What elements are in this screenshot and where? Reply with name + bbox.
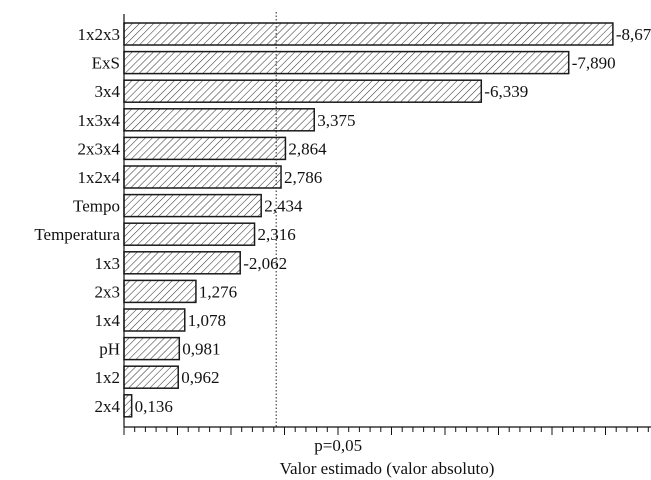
category-label: 1x2 xyxy=(95,368,121,387)
category-label: pH xyxy=(99,340,120,359)
category-label: Temperatura xyxy=(34,225,120,244)
bar xyxy=(123,251,241,275)
bar xyxy=(123,22,614,46)
data-label: -6,339 xyxy=(484,82,528,101)
bar xyxy=(123,165,282,189)
data-label: -8,674 xyxy=(616,25,651,44)
data-label: 2,316 xyxy=(258,225,296,244)
data-label: 0,981 xyxy=(182,340,220,359)
bar xyxy=(123,222,256,246)
category-label: 1x4 xyxy=(95,311,121,330)
data-label: 1,276 xyxy=(199,282,237,301)
category-label: 1x2x4 xyxy=(78,168,121,187)
data-label: -2,062 xyxy=(243,254,287,273)
bar xyxy=(123,279,197,304)
data-label: 0,962 xyxy=(181,368,219,387)
bar xyxy=(123,308,186,332)
category-label: 3x4 xyxy=(95,82,121,101)
bar xyxy=(123,193,262,218)
x-axis-title: Valor estimado (valor absoluto) xyxy=(280,459,495,478)
data-label: -7,890 xyxy=(572,54,616,73)
bar xyxy=(123,394,133,418)
bar xyxy=(123,365,179,389)
category-label: 1x2x3 xyxy=(78,25,121,44)
x-axis-ticks xyxy=(123,427,649,435)
data-label: 1,078 xyxy=(188,311,226,330)
data-label: 3,375 xyxy=(317,111,355,130)
labels-layer: 1x2x3 -8,674 ExS -7,890 3x4 -6,339 1x3x4 3,375 2… xyxy=(34,25,651,416)
category-label: Tempo xyxy=(73,197,120,216)
category-label: 2x3 xyxy=(95,282,121,301)
category-label: ExS xyxy=(92,54,120,73)
data-label: 0,136 xyxy=(135,397,173,416)
reference-line-label: p=0,05 xyxy=(314,436,362,455)
category-label: 1x3 xyxy=(95,254,121,273)
data-label: 2,434 xyxy=(264,197,303,216)
bar xyxy=(123,136,287,161)
bar xyxy=(123,108,315,132)
bar xyxy=(123,336,181,361)
data-label: 2,786 xyxy=(284,168,322,187)
category-label: 2x3x4 xyxy=(78,139,121,158)
category-label: 1x3x4 xyxy=(78,111,121,130)
bar xyxy=(123,50,570,75)
data-label: 2,864 xyxy=(288,139,327,158)
category-label: 2x4 xyxy=(95,397,121,416)
bar xyxy=(123,79,483,103)
